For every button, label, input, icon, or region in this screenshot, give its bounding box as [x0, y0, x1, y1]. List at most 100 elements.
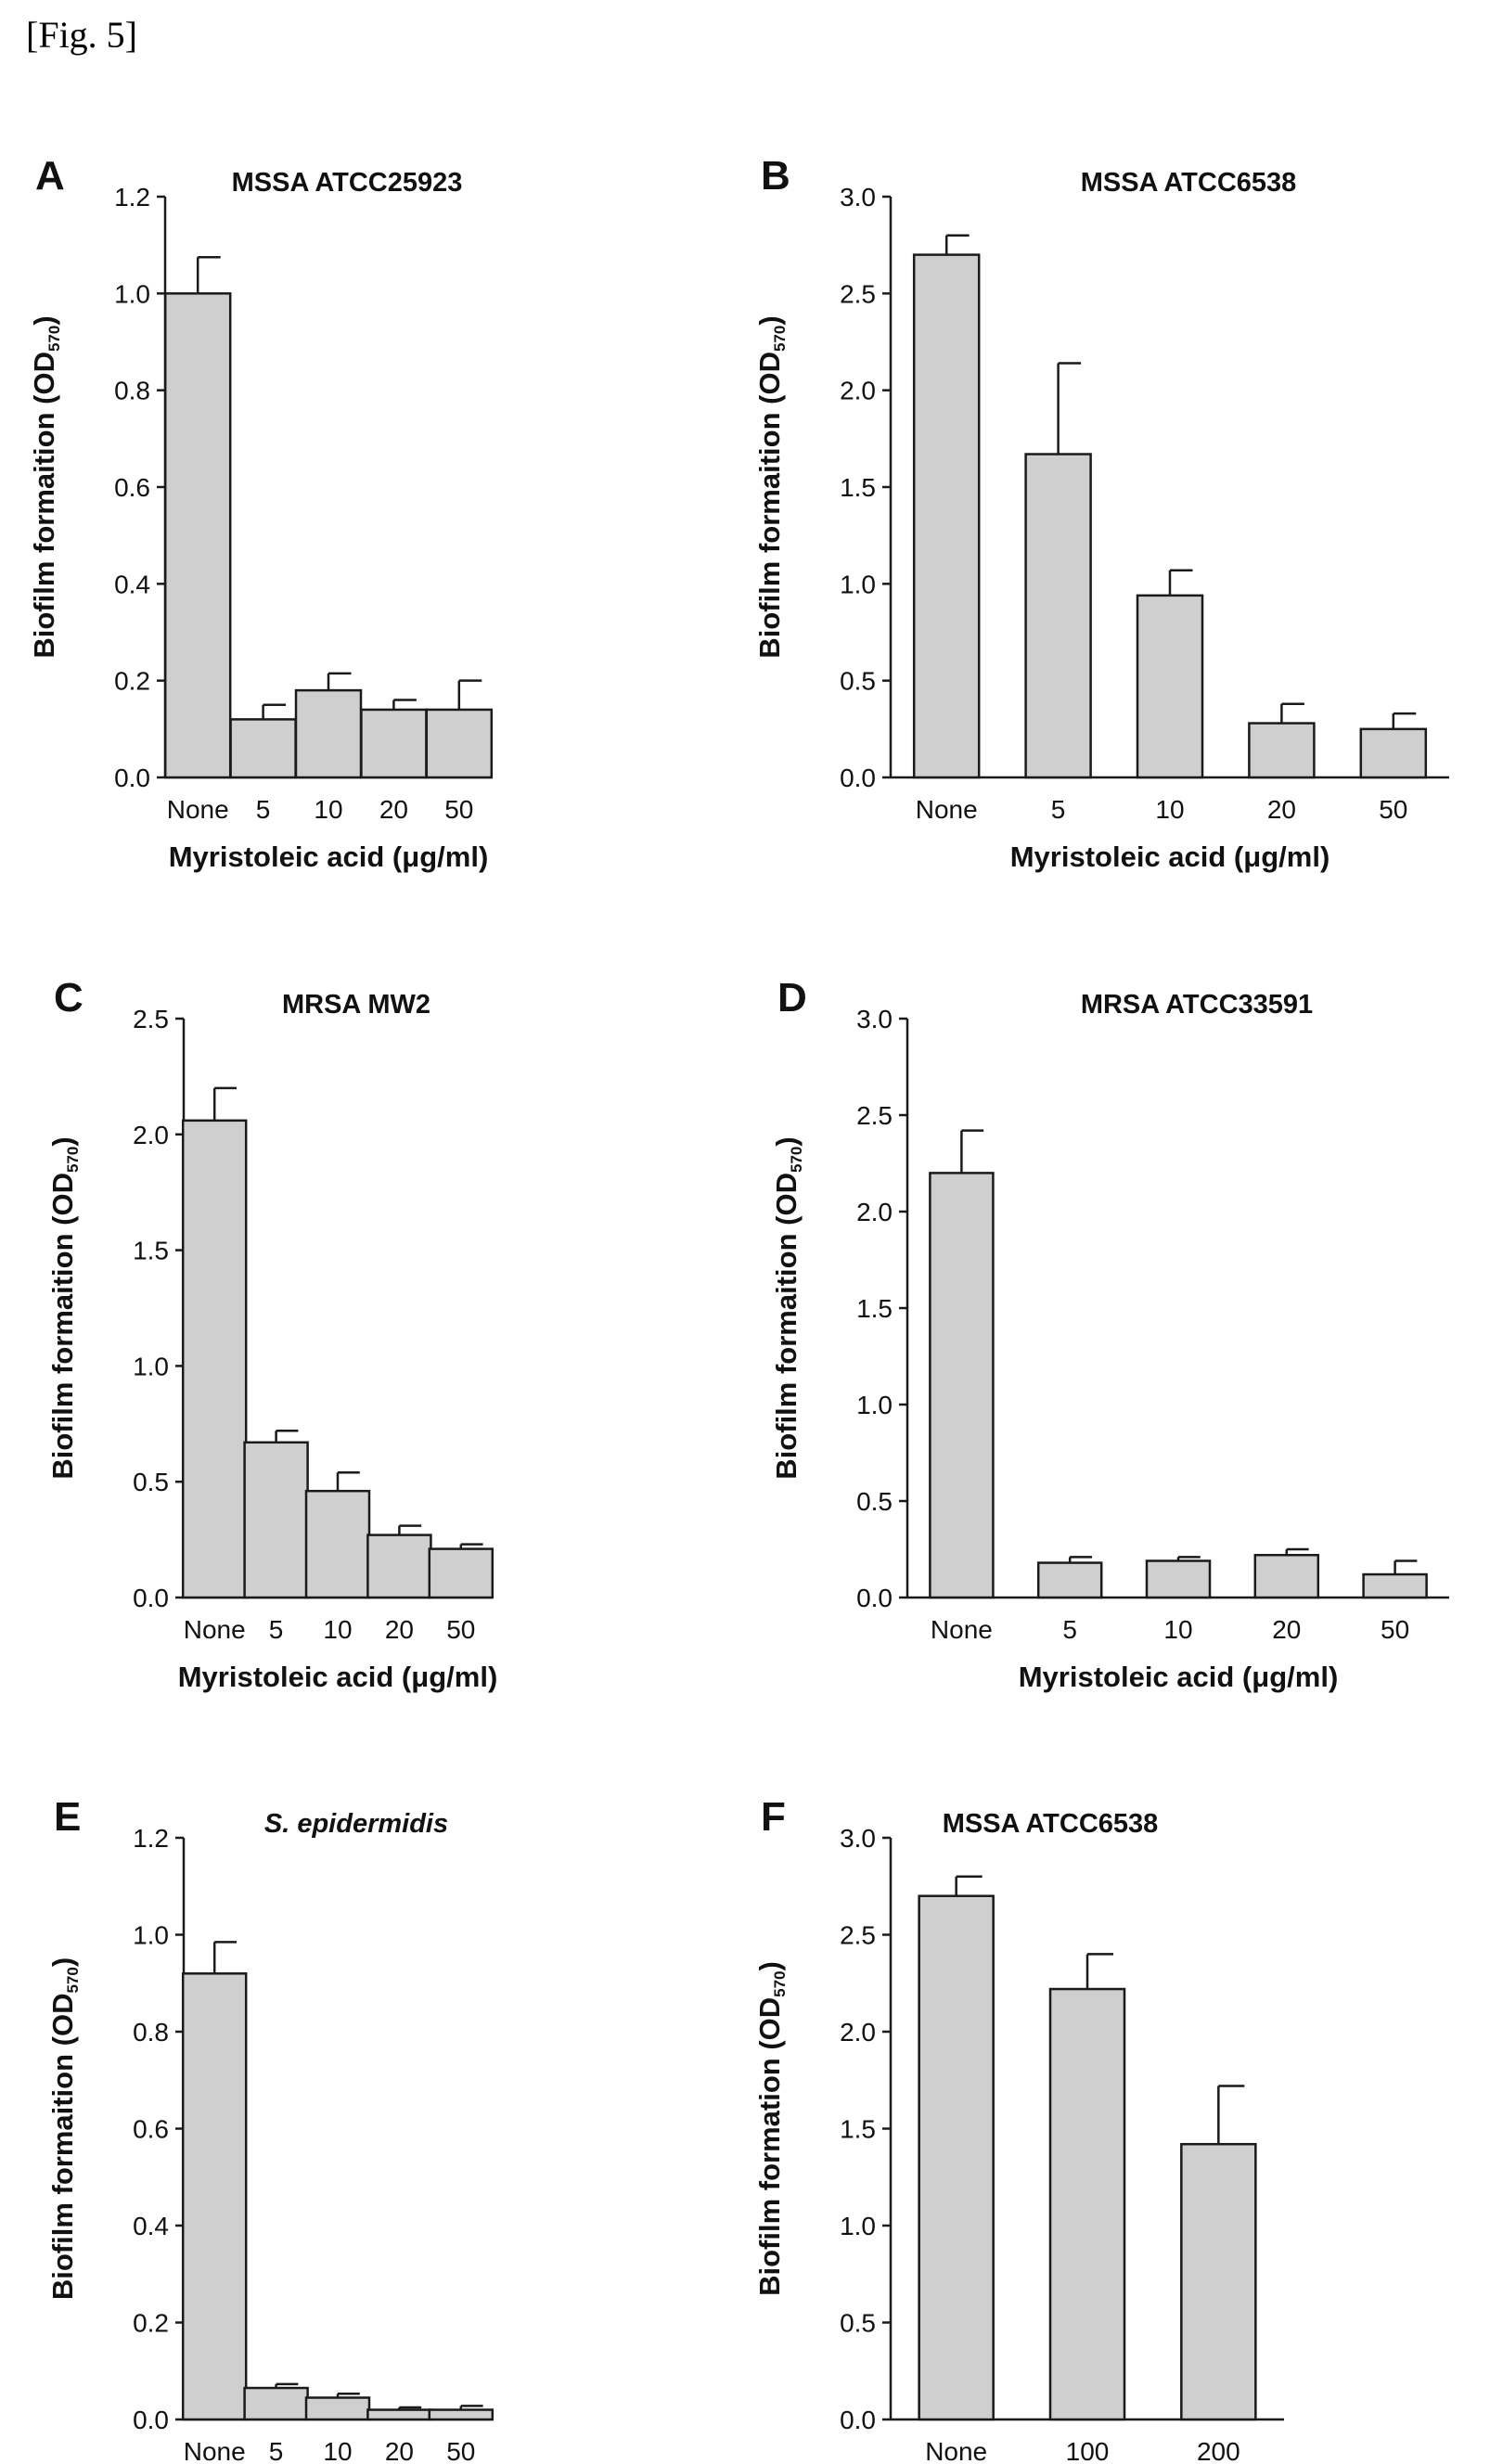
- y-tick-label: 2.5: [133, 1005, 169, 1033]
- chart-title: S. epidermidis: [264, 1809, 448, 1839]
- x-tick-label: None: [931, 1615, 993, 1644]
- y-tick-label: 0.8: [133, 2018, 169, 2047]
- y-tick-label: 0.0: [840, 2406, 876, 2434]
- y-tick-label: 1.5: [856, 1294, 893, 1323]
- y-tick-label: 1.2: [114, 183, 150, 212]
- bar: [1253, 1553, 1320, 1599]
- bar: [181, 1119, 248, 1599]
- bar: [243, 1441, 309, 1599]
- panel-letter: B: [761, 153, 790, 199]
- x-tick-label: None: [184, 2437, 246, 2464]
- x-tick-label: 10: [1155, 795, 1184, 824]
- x-tick-label: None: [916, 795, 978, 824]
- bar: [1359, 727, 1428, 779]
- x-tick-label: 200: [1197, 2437, 1240, 2464]
- bar: [163, 292, 232, 779]
- x-tick-label: None: [184, 1615, 246, 1644]
- y-tick-label: 3.0: [840, 1824, 876, 1853]
- y-tick-label: 0.4: [114, 570, 150, 598]
- y-tick-label: 2.5: [840, 279, 876, 308]
- y-tick-label: 1.0: [133, 1921, 169, 1950]
- x-tick-label: 20: [1272, 1615, 1301, 1644]
- y-tick-label: 0.5: [133, 1468, 169, 1496]
- chart-panel-c: C MRSA MW2 0.0 0.5 1.0 1.5 2.0 2.5 Biofilm forma…: [46, 975, 497, 1693]
- x-tick-label: 50: [444, 795, 473, 824]
- y-tick-label: 2.0: [856, 1198, 893, 1226]
- x-tick-label: 10: [1163, 1615, 1192, 1644]
- bar: [304, 2396, 371, 2421]
- chart-panel-d: D MRSA ATCC33591 0.0 0.5 1.0 1.5 2.0 2.5 3.0 Biof…: [770, 975, 1449, 1693]
- y-tick-label: 0.6: [114, 473, 150, 502]
- y-tick-label: 0.4: [133, 2212, 169, 2240]
- x-tick-label: 10: [323, 1615, 352, 1644]
- chart-title: MSSA ATCC25923: [232, 168, 463, 198]
- y-tick-label: 0.5: [856, 1487, 893, 1516]
- bar: [1248, 722, 1316, 779]
- y-axis-label: Biofilm formation (OD570): [753, 1961, 789, 2296]
- panel-letter: D: [777, 975, 807, 1020]
- x-tick-label: 20: [385, 2437, 414, 2464]
- bar: [428, 1547, 495, 1599]
- chart-title: MRSA MW2: [282, 990, 430, 1020]
- y-tick-label: 0.5: [840, 2309, 876, 2338]
- y-tick-label: 0.2: [133, 2309, 169, 2338]
- chart-panel-b: B MSSA ATCC6538 0.0 0.5 1.0 1.5 2.0 2.5 3.0 Biofi…: [753, 153, 1449, 873]
- y-tick-label: 3.0: [856, 1005, 893, 1033]
- x-tick-label: 20: [379, 795, 408, 824]
- chart-panel-f: F MSSA ATCC6538 0.0 0.5 1.0 1.5 2.0 2.5 3.0 Biofi…: [753, 1794, 1284, 2464]
- bar: [181, 1972, 248, 2421]
- y-tick-label: 1.2: [133, 1824, 169, 1853]
- y-tick-label: 0.8: [114, 377, 150, 405]
- panel-letter: E: [54, 1794, 81, 1840]
- y-tick-label: 2.0: [840, 377, 876, 405]
- chart-panel-e: E S. epidermidis 0.0 0.2 0.4 0.6 0.8 1.0 1.2 Biof…: [46, 1794, 495, 2464]
- x-tick-label: 50: [1379, 795, 1407, 824]
- y-tick-label: 1.0: [840, 570, 876, 598]
- x-tick-label: 5: [269, 1615, 284, 1644]
- y-tick-label: 0.0: [133, 1584, 169, 1612]
- y-tick-label: 3.0: [840, 183, 876, 212]
- x-tick-label: 10: [314, 795, 342, 824]
- bar: [304, 1489, 371, 1599]
- bar: [366, 1534, 432, 1599]
- x-tick-label: 50: [446, 2437, 475, 2464]
- y-tick-label: 1.0: [840, 2212, 876, 2240]
- y-tick-label: 0.6: [133, 2115, 169, 2144]
- x-tick-label: 100: [1066, 2437, 1110, 2464]
- y-axis-label: Biofilm formaition (OD570): [46, 1957, 82, 2300]
- bar: [243, 2386, 309, 2421]
- x-tick-label: 50: [1381, 1615, 1409, 1644]
- y-tick-label: 0.0: [114, 764, 150, 792]
- bar: [1180, 2142, 1257, 2421]
- y-tick-label: 1.0: [114, 279, 150, 308]
- chart-panel-a: A MSSA ATCC25923 0.0 0.2 0.4 0.6 0.8 1.0 1.2 Biof…: [28, 153, 494, 873]
- y-tick-label: 2.5: [856, 1101, 893, 1130]
- bar: [1048, 1987, 1126, 2421]
- x-tick-label: 20: [385, 1615, 414, 1644]
- bar: [428, 2408, 495, 2421]
- y-axis-label: Biofilm formaition (OD570): [753, 315, 789, 658]
- y-axis-label: Biofilm formaition (OD570): [770, 1136, 805, 1479]
- bar: [229, 718, 297, 779]
- bar: [1036, 1561, 1103, 1599]
- figure-label: [Fig. 5]: [26, 14, 137, 56]
- panel-letter: C: [54, 975, 83, 1020]
- bar: [918, 1894, 995, 2421]
- chart-title: MSSA ATCC6538: [1081, 168, 1297, 198]
- bar: [294, 688, 363, 779]
- y-tick-label: 2.0: [840, 2018, 876, 2047]
- bar: [425, 708, 494, 779]
- chart-title: MSSA ATCC6538: [943, 1809, 1159, 1839]
- x-axis-label: Myristoleic acid (μg/ml): [1019, 1661, 1339, 1693]
- bar: [1145, 1559, 1212, 1599]
- y-tick-label: 0.0: [840, 764, 876, 792]
- bar: [1362, 1572, 1428, 1599]
- y-axis-label: Biofilm formaition (OD570): [28, 315, 63, 658]
- panel-letter: A: [35, 153, 65, 199]
- y-tick-label: 1.5: [840, 473, 876, 502]
- y-tick-label: 1.0: [133, 1352, 169, 1380]
- x-tick-label: None: [925, 2437, 987, 2464]
- bar: [929, 1172, 995, 1599]
- bar: [366, 2408, 432, 2421]
